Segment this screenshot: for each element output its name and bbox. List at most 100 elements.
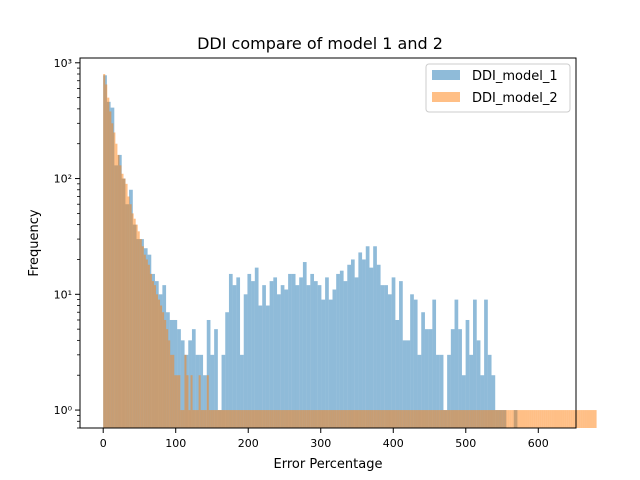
- histogram-bar: [572, 410, 575, 428]
- histogram-bar: [198, 375, 201, 428]
- histogram-bar: [210, 354, 215, 428]
- histogram-bar: [178, 375, 181, 428]
- histogram-bar: [273, 277, 278, 428]
- histogram-bar: [380, 285, 385, 428]
- histogram-bar: [267, 410, 270, 428]
- histogram-bar: [225, 312, 229, 428]
- chart-title: DDI compare of model 1 and 2: [197, 34, 443, 53]
- histogram-bar: [553, 410, 556, 428]
- histogram-bar: [214, 410, 217, 428]
- histogram-bar: [574, 410, 577, 428]
- histogram-bar: [283, 410, 286, 428]
- histogram-bar: [135, 224, 138, 428]
- histogram-bar: [302, 262, 307, 428]
- histogram-bar: [568, 410, 571, 428]
- histogram-bar: [247, 410, 250, 428]
- histogram-bar: [466, 410, 469, 428]
- histogram-bar: [216, 410, 219, 428]
- histogram-bar: [325, 277, 329, 428]
- histogram-bar: [373, 246, 377, 428]
- x-axis: 0 100 200 300 400 500 600: [100, 428, 549, 450]
- histogram-bar: [314, 281, 318, 428]
- histogram-bar: [290, 410, 293, 428]
- histogram-bar: [174, 375, 177, 428]
- y-tick-label: 10¹: [54, 288, 72, 301]
- histogram-bar: [347, 264, 351, 428]
- histogram-bar: [218, 410, 221, 428]
- histogram-bar: [139, 239, 142, 428]
- histogram-bar: [336, 410, 339, 428]
- histogram-bar: [196, 410, 199, 428]
- histogram-bar: [251, 281, 255, 428]
- histogram-bar: [357, 410, 360, 428]
- histogram-bar: [444, 410, 447, 428]
- histogram-bar: [326, 410, 329, 428]
- histogram-bar: [436, 354, 440, 428]
- histogram-bar: [188, 410, 191, 428]
- histogram-bar: [397, 410, 400, 428]
- histogram-bar: [362, 259, 366, 428]
- histogram-bar: [535, 410, 538, 428]
- histogram-bar: [273, 410, 276, 428]
- histogram-bar: [259, 410, 262, 428]
- legend-label-ddi-model-1: DDI_model_1: [472, 69, 558, 84]
- histogram-bar: [582, 410, 585, 428]
- histogram-bar: [350, 410, 353, 428]
- histogram-bar: [369, 267, 374, 428]
- histogram-bar: [409, 410, 412, 428]
- histogram-bar: [426, 410, 429, 428]
- histogram-bar: [515, 410, 518, 428]
- histogram-bar: [430, 410, 433, 428]
- histogram-bar: [121, 173, 124, 428]
- histogram-bar: [103, 74, 106, 428]
- histogram-bar: [277, 410, 280, 428]
- histogram-bar: [158, 299, 161, 428]
- histogram-bar: [383, 410, 386, 428]
- histogram-bar: [448, 410, 451, 428]
- histogram-bar: [545, 410, 548, 428]
- histogram-bar: [434, 410, 437, 428]
- histogram-bar: [288, 273, 292, 428]
- histogram-bar: [306, 285, 311, 428]
- histogram-bar: [338, 410, 341, 428]
- histogram-bar: [320, 410, 323, 428]
- histogram-bar: [298, 410, 301, 428]
- histogram-bar: [476, 410, 479, 428]
- histogram-bar: [413, 299, 418, 428]
- histogram-bar: [529, 410, 532, 428]
- histogram-bar: [243, 410, 246, 428]
- x-tick-label: 0: [100, 437, 107, 450]
- histogram-bar: [107, 97, 110, 428]
- histogram-bar: [541, 410, 544, 428]
- histogram-bar: [367, 410, 370, 428]
- histogram-bar: [191, 329, 196, 428]
- histogram-bar: [322, 410, 325, 428]
- histogram-bar: [369, 410, 372, 428]
- histogram-bar: [200, 410, 203, 428]
- histogram-bar: [379, 410, 382, 428]
- histogram-bar: [450, 410, 453, 428]
- histogram-bar: [160, 305, 163, 428]
- histogram-bar: [240, 354, 244, 428]
- histogram-bar: [527, 410, 530, 428]
- histogram-bar: [296, 410, 299, 428]
- histogram-bar: [348, 410, 351, 428]
- histogram-bar: [476, 340, 481, 428]
- histogram-bar: [354, 277, 359, 428]
- histogram-bar: [117, 154, 120, 429]
- histogram-bar: [461, 375, 466, 428]
- histogram-bar: [442, 410, 445, 428]
- histogram-bar: [373, 410, 376, 428]
- histogram-bar: [440, 410, 443, 428]
- histogram-bar: [302, 410, 305, 428]
- histogram-bar: [344, 410, 347, 428]
- histogram-bar: [190, 375, 193, 428]
- histogram-bar: [391, 410, 394, 428]
- histogram-bar: [137, 231, 140, 428]
- histogram-bar: [115, 143, 118, 428]
- histogram-bar: [180, 340, 185, 428]
- histogram-bar: [413, 410, 416, 428]
- histogram-bar: [149, 273, 152, 428]
- x-tick-label: 400: [383, 437, 404, 450]
- histogram-bar: [277, 294, 281, 428]
